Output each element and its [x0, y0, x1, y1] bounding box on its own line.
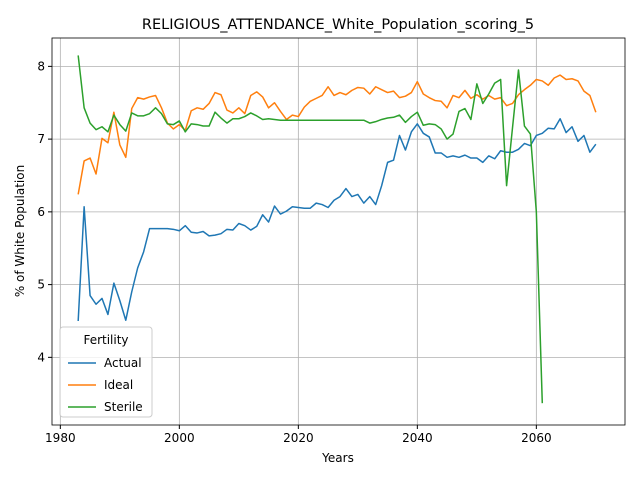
- line: [77, 74, 597, 195]
- plot-frame: [51, 37, 626, 426]
- legend-label: Actual: [104, 356, 142, 370]
- x-tick-label: 1980: [45, 431, 76, 445]
- line: [77, 55, 544, 404]
- legend-title: Fertility: [83, 333, 128, 347]
- legend-label: Ideal: [104, 378, 133, 392]
- chart-title: RELIGIOUS_ATTENDANCE_White_Population_sc…: [142, 17, 534, 33]
- y-tick-label: 5: [37, 278, 45, 292]
- x-tick-label: 2000: [164, 431, 195, 445]
- legend-box: [59, 326, 153, 418]
- legend-label: Sterile: [104, 400, 143, 414]
- x-tick-label: 2020: [283, 431, 314, 445]
- y-tick-label: 6: [37, 205, 45, 219]
- y-tick-label: 7: [37, 132, 45, 146]
- y-axis-label: % of White Population: [13, 165, 27, 297]
- x-tick-label: 2040: [402, 431, 433, 445]
- y-tick-label: 4: [37, 350, 45, 364]
- x-axis-label: Years: [321, 451, 354, 465]
- x-tick-label: 2060: [521, 431, 552, 445]
- y-tick-label: 8: [37, 59, 45, 73]
